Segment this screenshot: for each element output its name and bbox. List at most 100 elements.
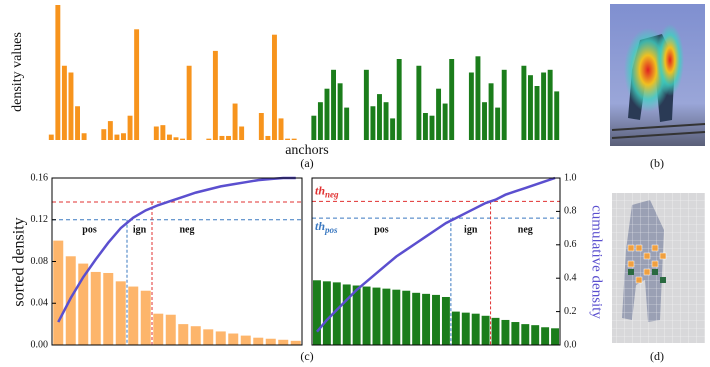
bar [265, 135, 271, 140]
bar [322, 281, 331, 345]
bar [212, 50, 218, 140]
threshold-label: thpos [315, 219, 338, 235]
bar [461, 312, 470, 345]
bar [258, 113, 264, 140]
bar [240, 335, 251, 345]
bar [278, 118, 284, 140]
bar [186, 65, 192, 140]
bar [55, 5, 61, 140]
bar [396, 59, 402, 140]
caption: (c) [300, 349, 313, 363]
bar [541, 72, 547, 140]
bar [541, 327, 550, 345]
bar [352, 285, 361, 345]
caption: (d) [650, 349, 664, 363]
bar [165, 314, 176, 345]
bar [390, 118, 396, 140]
bar [317, 102, 323, 140]
bar [441, 296, 450, 345]
threshold-label: thneg [315, 183, 339, 199]
bar [232, 103, 238, 140]
bar [103, 272, 114, 345]
bar [203, 329, 214, 345]
bar [362, 286, 371, 345]
bar [383, 102, 389, 140]
bar [311, 115, 317, 140]
bar [521, 65, 527, 140]
bar [324, 88, 330, 140]
bar [531, 325, 540, 345]
bar [61, 65, 67, 140]
bar [392, 289, 401, 345]
bar [90, 271, 101, 345]
bar [331, 69, 336, 140]
bar [291, 138, 297, 140]
bar [128, 286, 139, 345]
bar [78, 263, 89, 345]
bar [534, 86, 540, 140]
bar [554, 91, 560, 140]
bar [344, 107, 350, 140]
y-tick-label: 0.08 [31, 256, 49, 267]
bar [551, 328, 560, 345]
caption: (a) [300, 156, 313, 170]
bar [115, 281, 126, 345]
bar [402, 290, 411, 345]
bar [68, 72, 74, 140]
bar [206, 138, 212, 140]
bar [436, 88, 442, 140]
plot-frame [51, 177, 303, 346]
bar [521, 324, 530, 345]
bar [337, 83, 343, 140]
region-label: neg [180, 224, 195, 235]
bar [332, 282, 341, 345]
bar [468, 72, 474, 140]
bar [432, 294, 440, 345]
bar [475, 56, 481, 140]
bar [101, 129, 107, 140]
bar [528, 75, 533, 140]
bar [140, 290, 151, 345]
bar [48, 134, 54, 140]
bar [134, 29, 140, 140]
y2-tick-label: 1.0 [564, 172, 577, 183]
y2-tick-label: 0.6 [564, 239, 577, 250]
bar [412, 292, 421, 345]
bar [178, 324, 189, 345]
threshold-label-sub: pos [324, 225, 338, 235]
region-label: pos [374, 224, 389, 235]
bar [272, 34, 277, 141]
bar [382, 288, 391, 345]
bar [488, 83, 494, 140]
bar [471, 313, 480, 345]
bar [501, 319, 510, 345]
image-b [610, 4, 706, 146]
threshold-label-main: th [315, 183, 325, 197]
bar [153, 126, 159, 140]
threshold-label-main: th [315, 219, 325, 233]
image-d [612, 193, 705, 343]
y2-axis-label: cumulative density [589, 205, 605, 319]
bar [312, 280, 321, 345]
y2-tick-label: 0.8 [564, 206, 577, 217]
bar [215, 331, 226, 345]
cumulative-line [57, 176, 296, 323]
bar [121, 133, 126, 140]
y2-tick-label: 0.4 [564, 272, 577, 283]
y2-tick-label: 0.2 [564, 306, 577, 317]
bar [180, 138, 186, 140]
region-label: pos [82, 224, 97, 235]
bar [285, 138, 291, 140]
bar [190, 326, 201, 345]
bar [265, 338, 276, 345]
bar [127, 115, 133, 140]
region-label: ign [464, 224, 478, 235]
bar [53, 240, 64, 345]
y-tick-label: 0.12 [31, 214, 49, 225]
bar [501, 69, 507, 140]
bar [219, 135, 225, 140]
y-tick-label: 0.00 [31, 339, 49, 350]
y2-tick-label: 0.0 [564, 339, 577, 350]
bar [422, 293, 431, 345]
